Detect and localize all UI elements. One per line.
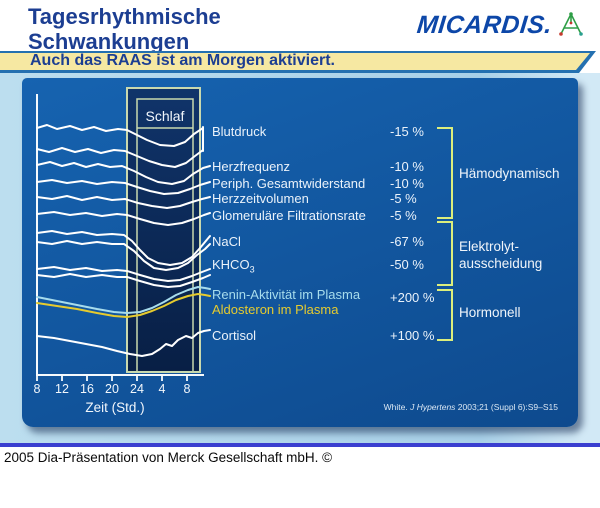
curve-glomerulaere-filtrationsrate xyxy=(36,211,211,226)
boehringer-emblem-icon xyxy=(559,12,583,36)
bracket-haemodynamisch xyxy=(437,127,453,219)
label-cortisol: Cortisol xyxy=(212,328,257,343)
value-herzfrequenz: -10 % xyxy=(390,159,424,174)
sleep-region-outer-box xyxy=(126,87,201,373)
curve-periph-gesamtwiderstand xyxy=(36,179,211,195)
label-herzzeitvolumen: Herzzeitvolumen xyxy=(212,191,309,206)
label-blutdruck: Blutdruck xyxy=(212,124,267,139)
value-blutdruck: -15 % xyxy=(390,124,424,139)
x-axis-title: Zeit (Std.) xyxy=(85,400,144,415)
chart-panel: Schlaf 8 12 16 20 24 4 8 Zeit (Std.) xyxy=(22,78,578,427)
value-khco3: -50 % xyxy=(390,257,424,272)
label-aldosteron: Aldosteron im Plasma xyxy=(212,302,339,317)
sleep-label: Schlaf xyxy=(146,108,185,124)
chart-figure: Schlaf 8 12 16 20 24 4 8 Zeit (Std.) xyxy=(34,87,453,415)
banner xyxy=(0,53,590,70)
value-glomerulaere-filtrationsrate: -5 % xyxy=(390,208,417,223)
value-herzzeitvolumen: -5 % xyxy=(390,191,417,206)
curve-khco3-lower xyxy=(36,273,211,288)
banner-text: Auch das RAAS ist am Morgen aktiviert. xyxy=(30,52,335,69)
curve-khco3-upper xyxy=(36,266,211,282)
bracket-hormonell xyxy=(437,289,453,341)
citation: White. J Hypertens 2003;21 (Suppl 6):S9–… xyxy=(384,402,558,412)
curve-nacl-upper xyxy=(36,230,211,266)
label-periph-gesamtwiderstand: Periph. Gesamtwiderstand xyxy=(212,176,366,191)
page-title-line1: Tagesrhythmische xyxy=(28,4,221,29)
x-tick-8a: 8 xyxy=(34,382,41,396)
x-tick-24: 24 xyxy=(130,382,144,396)
citation-ref: 2003;21 (Suppl 6):S9–S15 xyxy=(455,402,558,412)
x-tick-4: 4 xyxy=(159,382,166,396)
label-nacl: NaCl xyxy=(212,234,241,249)
x-tick-16: 16 xyxy=(80,382,94,396)
value-periph-gesamtwiderstand: -10 % xyxy=(390,176,424,191)
label-renin: Renin-Aktivität im Plasma xyxy=(212,287,361,302)
curve-aldosteron xyxy=(36,293,211,318)
bracket-elektrolyt xyxy=(437,221,453,286)
curve-cortisol xyxy=(36,329,211,357)
group-haemodynamisch: Hämodynamisch xyxy=(459,166,560,181)
x-tick-12: 12 xyxy=(55,382,69,396)
citation-author: White. xyxy=(383,402,411,412)
group-hormonell: Hormonell xyxy=(459,305,521,320)
label-khco3-sub: 3 xyxy=(249,264,255,275)
value-nacl: -67 % xyxy=(390,234,424,249)
label-khco3: KHCO3 xyxy=(212,257,255,275)
x-tick-20: 20 xyxy=(105,382,119,396)
group-elektrolyt-line1: Elektrolyt- xyxy=(459,239,520,254)
curve-blutdruck-upper xyxy=(36,124,204,147)
label-herzfrequenz: Herzfrequenz xyxy=(212,159,291,174)
value-cortisol: +100 % xyxy=(390,328,435,343)
page-title-line2: Schwankungen xyxy=(28,29,190,54)
footer-divider-line xyxy=(0,443,600,447)
micardis-logo: MICARDIS. xyxy=(415,10,586,40)
curve-herzzeitvolumen xyxy=(36,195,211,209)
micardis-logo-text: MICARDIS. xyxy=(415,10,554,39)
group-elektrolytausscheidung: Elektrolyt- ausscheidung xyxy=(459,238,542,272)
label-glomerulaere-filtrationsrate: Glomeruläre Filtrationsrate xyxy=(212,208,366,223)
page-title: Tagesrhythmische Schwankungen xyxy=(28,4,221,54)
footer-copyright: 2005 Dia-Präsentation von Merck Gesellsc… xyxy=(4,450,333,465)
curve-herzfrequenz xyxy=(36,161,211,185)
sleep-region-inner-box xyxy=(136,98,194,373)
x-tick-8b: 8 xyxy=(184,382,191,396)
label-khco3-base: KHCO xyxy=(212,257,250,272)
citation-journal: J Hypertens xyxy=(410,402,456,412)
curve-renin xyxy=(36,286,211,314)
x-axis-ticks xyxy=(36,375,188,381)
curve-nacl-lower xyxy=(36,240,211,271)
value-renin: +200 % xyxy=(390,290,435,305)
curve-blutdruck-lower xyxy=(36,147,204,168)
group-elektrolyt-line2: ausscheidung xyxy=(459,256,543,271)
